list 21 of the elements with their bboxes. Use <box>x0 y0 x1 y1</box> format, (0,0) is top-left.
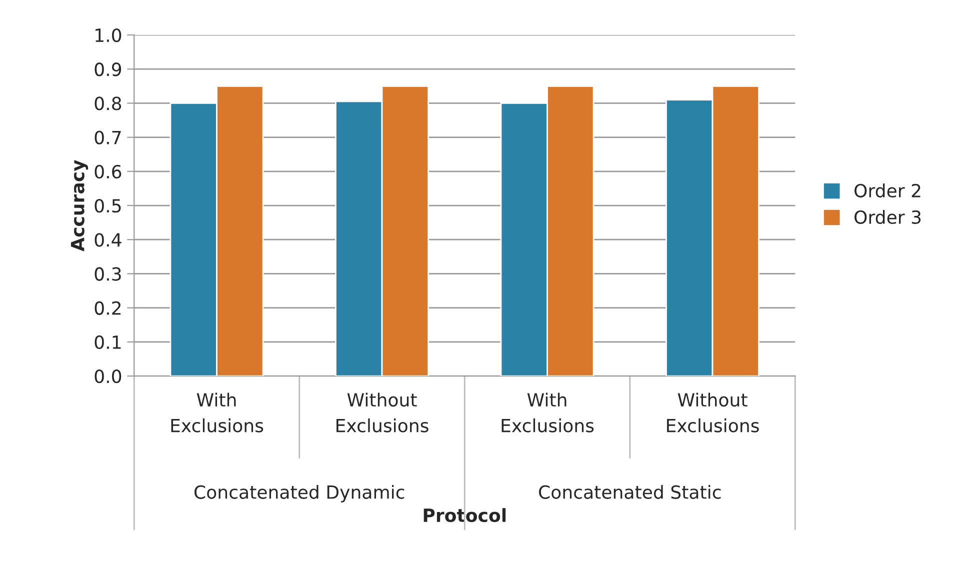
legend-label: Order 3 <box>854 210 921 224</box>
y-tick-label: 0.5 <box>94 198 121 213</box>
y-tick-label: 0.7 <box>94 130 121 144</box>
x-tick-label: With Exclusions <box>502 392 594 432</box>
legend-label: Order 2 <box>854 184 920 198</box>
y-tick-label: 0.2 <box>94 301 121 315</box>
y-axis-title: Accuracy <box>70 160 88 252</box>
y-tick-label: 0.0 <box>94 369 122 384</box>
y-tick-label: 0.9 <box>94 62 122 76</box>
y-tick-label: 0.8 <box>94 96 122 110</box>
x-axis-title: Protocol <box>424 508 506 522</box>
x-tick-label: With Exclusions <box>171 392 264 432</box>
x-tick-label: Without Exclusions <box>336 392 428 432</box>
text: Concatenated Static <box>538 484 721 499</box>
y-tick-label: 0.3 <box>94 267 121 281</box>
y-tick-label: 0.1 <box>94 335 121 350</box>
x-tick-label: Without Exclusions <box>667 392 759 432</box>
y-tick-label: 0.6 <box>94 164 122 179</box>
y-tick-label: 1.0 <box>96 28 122 42</box>
y-tick-label: 0.4 <box>94 233 122 247</box>
text: Concatenated Dynamic <box>194 484 404 502</box>
